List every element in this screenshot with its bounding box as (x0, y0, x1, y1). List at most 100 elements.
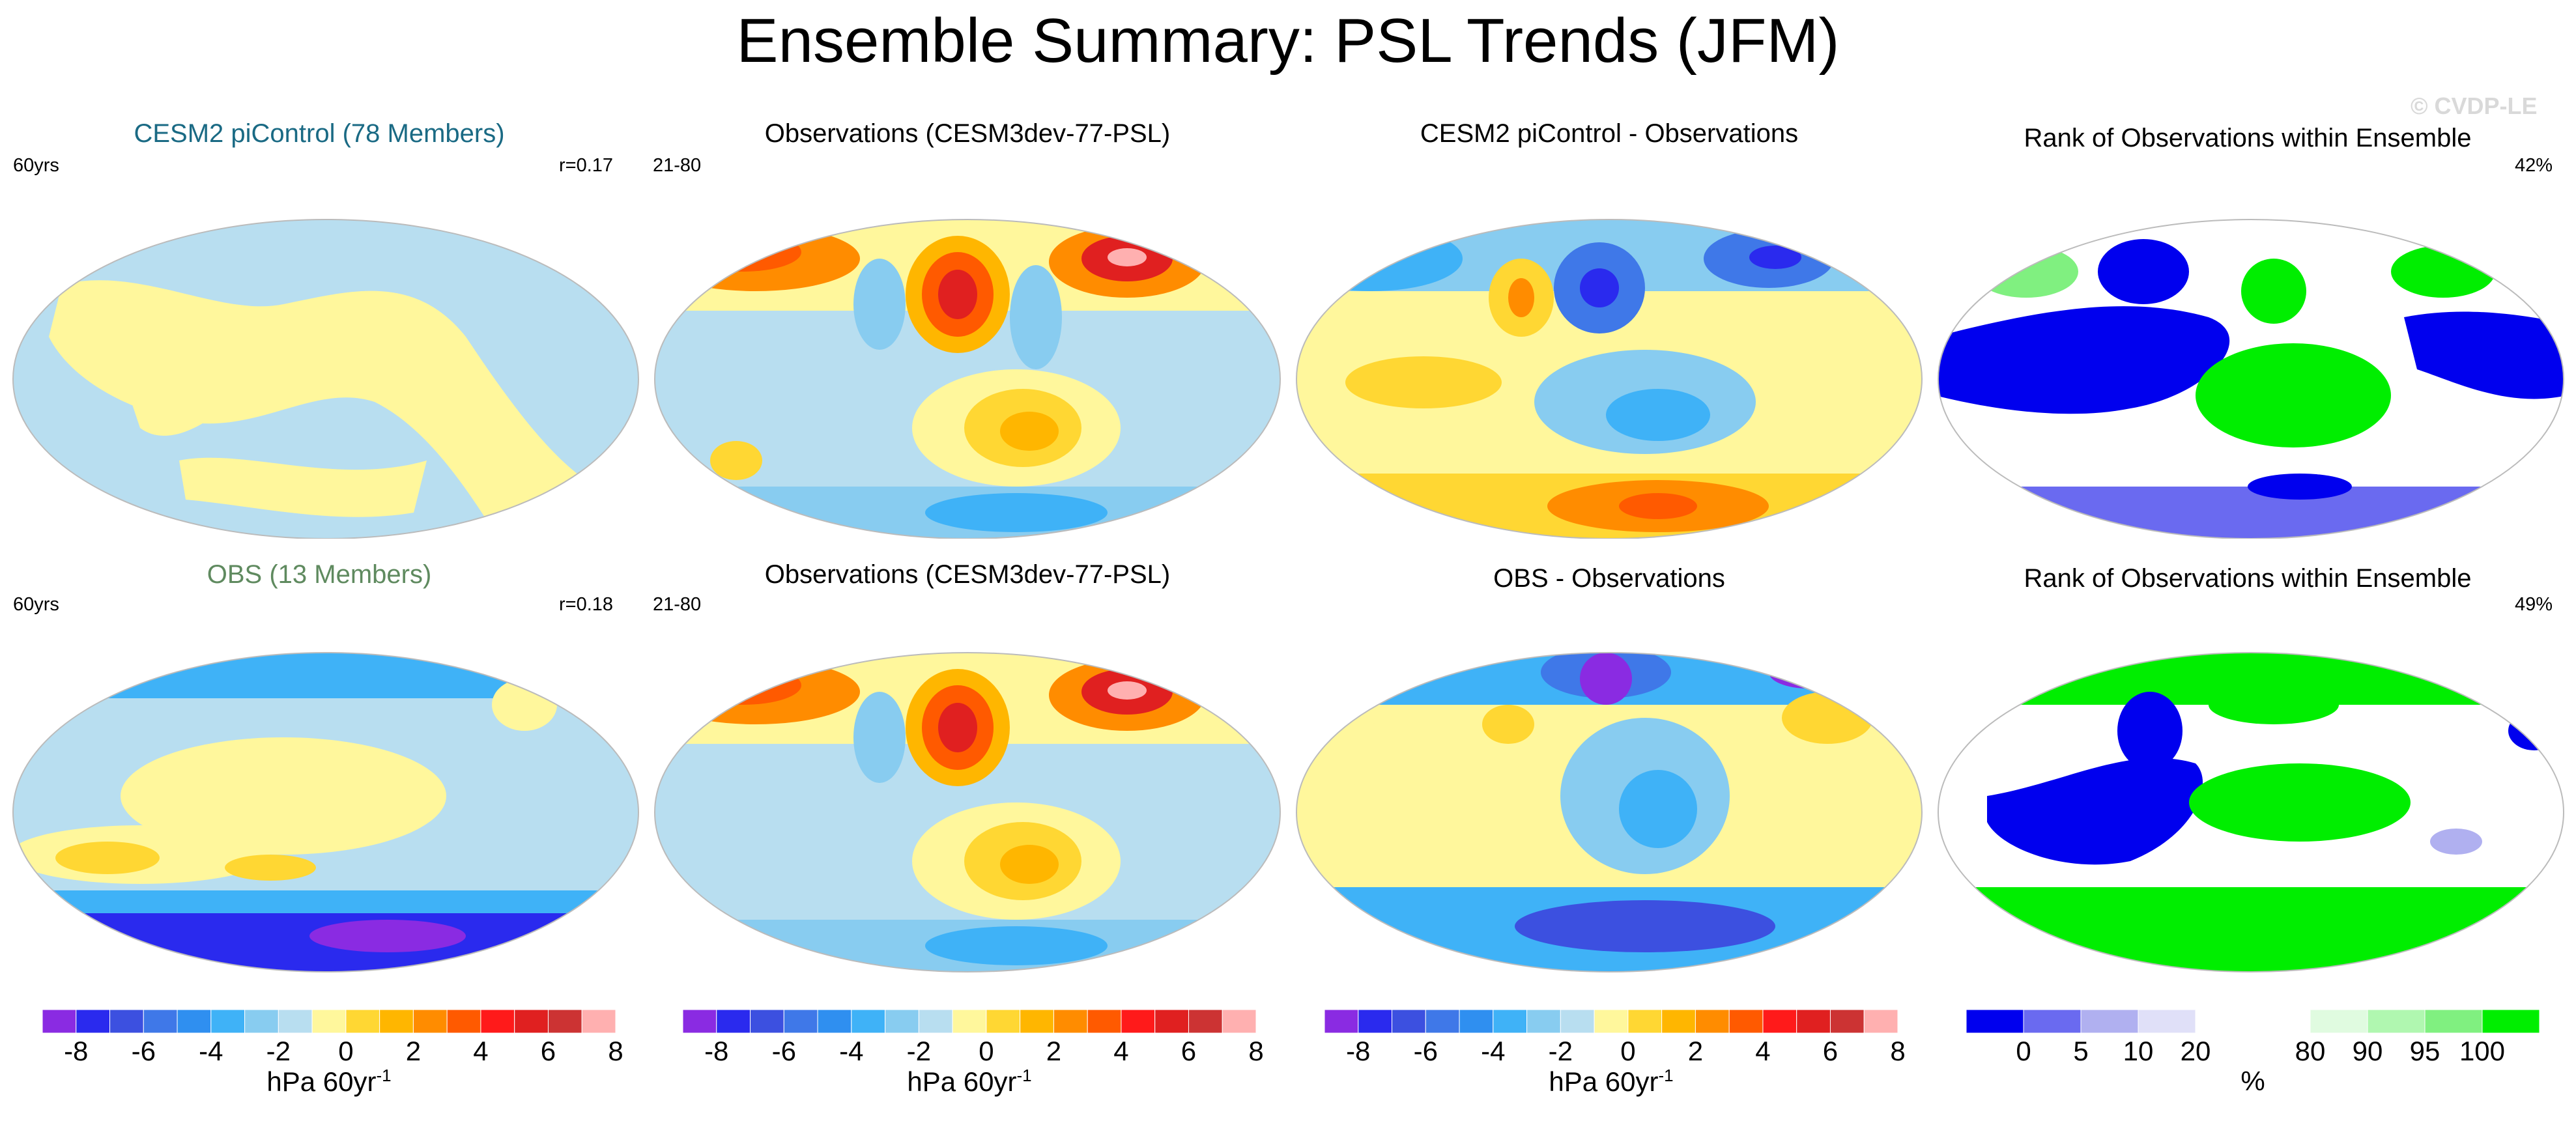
colorbar-tick-label: -6 (771, 1036, 796, 1066)
colorbar-tick-label: -8 (1346, 1036, 1371, 1066)
colorbar-tick-label: 8 (608, 1036, 623, 1066)
map-r1c1 (12, 219, 639, 539)
colorbar-swatch (2310, 1010, 2368, 1033)
colorbar-swatch (345, 1010, 380, 1033)
colorbar-swatch (1425, 1010, 1460, 1033)
colorbar-swatch (1493, 1010, 1528, 1033)
colorbar-tick-label: 100 (2459, 1036, 2506, 1066)
panel-title-r2c1: OBS (13 Members) (207, 560, 432, 589)
colorbar-tick-label: 2 (405, 1036, 422, 1066)
colorbar-tick-label: 0 (1620, 1036, 1636, 1066)
colorbar-swatch (1087, 1010, 1122, 1033)
colorbar-psl-3-ticks: -8 -6 -4 -2 0 2 4 6 8 (1324, 1036, 1906, 1068)
colorbar-tick-label: -6 (131, 1036, 156, 1066)
colorbar-swatch (1121, 1010, 1156, 1033)
colorbar-swatch (2023, 1010, 2082, 1033)
colorbar-swatch (1762, 1010, 1797, 1033)
colorbar-swatch (783, 1010, 818, 1033)
colorbar-swatch (1392, 1010, 1426, 1033)
colorbar-psl-2-unit: hPa 60yr-1 (907, 1066, 1032, 1097)
colorbar-psl-2 (683, 1010, 1256, 1033)
colorbar-swatch (1324, 1010, 1359, 1033)
colorbar-swatch (480, 1010, 515, 1033)
colorbar-rank (1966, 1010, 2540, 1033)
colorbar-psl-1-unit: hPa 60yr-1 (266, 1066, 392, 1097)
colorbar-tick-label: 95 (2409, 1036, 2440, 1066)
colorbar-swatch (716, 1010, 751, 1033)
map-r2c2 (654, 652, 1281, 972)
colorbar-swatch (1560, 1010, 1595, 1033)
map-r2c1 (12, 652, 639, 972)
colorbar-swatch (1154, 1010, 1189, 1033)
panel-right-label-r1c1: r=0.17 (559, 155, 614, 176)
colorbar-tick-label: 0 (979, 1036, 994, 1066)
colorbar-swatch (109, 1010, 144, 1033)
panel-title-r1c2: Observations (CESM3dev-77-PSL) (764, 119, 1171, 148)
panel-left-label-r2c2: 21-80 (653, 594, 702, 615)
colorbar-swatch (986, 1010, 1021, 1033)
colorbar-swatch (1966, 1010, 2024, 1033)
panel-title-r1c4: Rank of Observations within Ensemble (2024, 124, 2472, 152)
panel-title-r2c3: OBS - Observations (1493, 564, 1725, 593)
map-r1c3 (1296, 219, 1923, 539)
map-r1c4 (1938, 219, 2564, 539)
colorbar-tick-label: 10 (2123, 1036, 2154, 1066)
colorbar-swatch (1796, 1010, 1831, 1033)
colorbar-tick-label: -4 (839, 1036, 864, 1066)
map-r2c3 (1296, 652, 1923, 972)
colorbar-swatch (446, 1010, 481, 1033)
colorbar-tick-label: -4 (199, 1036, 223, 1066)
colorbar-swatch (1222, 1010, 1256, 1033)
colorbar-swatch (683, 1010, 717, 1033)
colorbar-swatch (2138, 1010, 2196, 1033)
colorbar-swatch (2195, 1010, 2254, 1033)
colorbar-swatch (1829, 1010, 1865, 1033)
colorbar-swatch (817, 1010, 852, 1033)
colorbar-swatch (143, 1010, 178, 1033)
colorbar-swatch (2252, 1010, 2311, 1033)
colorbar-tick-label: -6 (1413, 1036, 1438, 1066)
colorbar-tick-label: -8 (64, 1036, 89, 1066)
colorbar-tick-label: 6 (1181, 1036, 1197, 1066)
colorbar-swatch (177, 1010, 212, 1033)
colorbar-swatch (2080, 1010, 2139, 1033)
colorbar-swatch (885, 1010, 919, 1033)
colorbar-swatch (1695, 1010, 1730, 1033)
colorbar-tick-label: 90 (2352, 1036, 2383, 1066)
colorbar-tick-label: 80 (2295, 1036, 2326, 1066)
colorbar-tick-label: -8 (704, 1036, 729, 1066)
colorbar-swatch (1459, 1010, 1494, 1033)
colorbar-tick-label: 0 (338, 1036, 354, 1066)
colorbar-tick-label: 4 (473, 1036, 489, 1066)
colorbar-tick-label: 2 (1687, 1036, 1704, 1066)
panel-title-r1c1: CESM2 piControl (78 Members) (134, 119, 505, 148)
colorbar-psl-3-unit: hPa 60yr-1 (1549, 1066, 1674, 1097)
colorbar-swatch (412, 1010, 448, 1033)
colorbar-tick-label: 0 (2016, 1036, 2031, 1066)
colorbar-swatch (581, 1010, 616, 1033)
colorbar-swatch (2482, 1010, 2540, 1033)
panel-right-label-r2c4: 49% (2515, 594, 2553, 615)
colorbar-tick-label: -4 (1481, 1036, 1506, 1066)
colorbar-tick-label: 8 (1890, 1036, 1906, 1066)
colorbar-swatch (2424, 1010, 2483, 1033)
colorbar-swatch (851, 1010, 886, 1033)
panel-right-label-r2c1: r=0.18 (559, 594, 614, 615)
colorbar-swatch (750, 1010, 784, 1033)
colorbar-swatch (244, 1010, 279, 1033)
colorbar-tick-label: -2 (906, 1036, 932, 1066)
colorbar-swatch (1358, 1010, 1393, 1033)
panel-title-r2c2: Observations (CESM3dev-77-PSL) (764, 560, 1171, 589)
colorbar-tick-label: 2 (1046, 1036, 1062, 1066)
colorbar-psl-1 (42, 1010, 616, 1033)
colorbar-swatch (1863, 1010, 1898, 1033)
watermark: © CVDP-LE (2411, 92, 2538, 119)
colorbar-tick-label: 4 (1113, 1036, 1129, 1066)
colorbar-swatch (42, 1010, 77, 1033)
colorbar-psl-3 (1324, 1010, 1898, 1033)
colorbar-tick-label: 20 (2180, 1036, 2211, 1066)
colorbar-tick-label: 6 (540, 1036, 556, 1066)
colorbar-swatch (311, 1010, 347, 1033)
colorbar-swatch (547, 1010, 582, 1033)
colorbar-swatch (1728, 1010, 1764, 1033)
